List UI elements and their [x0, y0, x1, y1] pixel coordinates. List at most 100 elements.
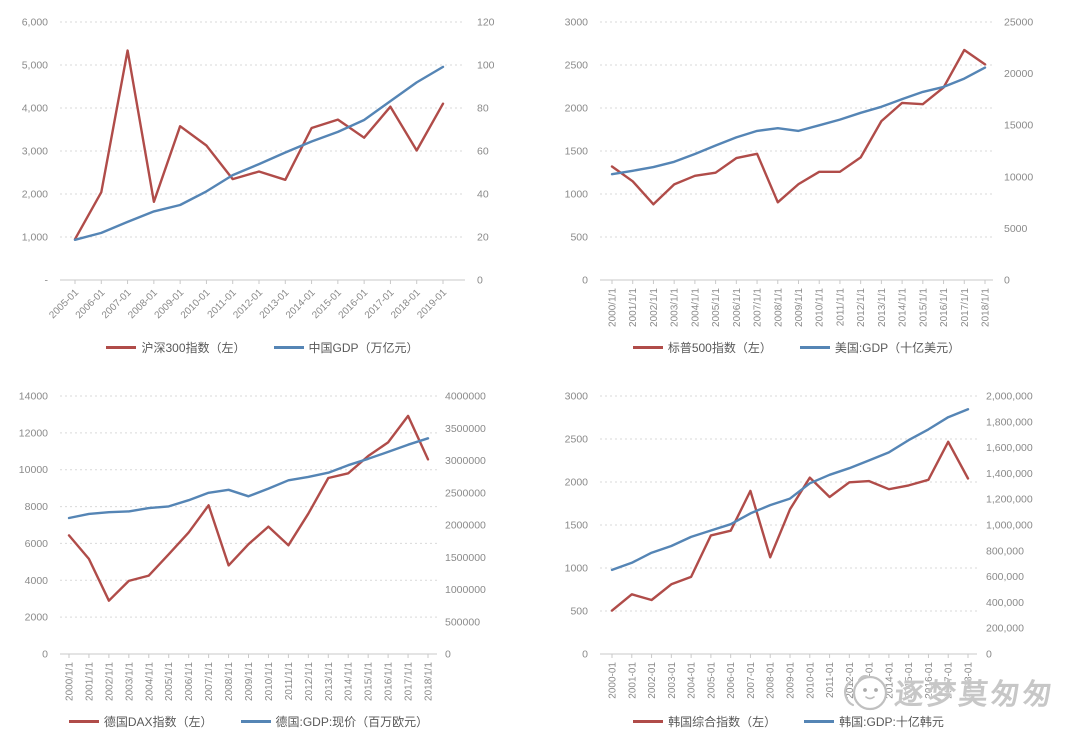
- left-axis-tick-label: 2000: [565, 477, 589, 489]
- gdp-line: [610, 66, 987, 176]
- index-line: [610, 440, 970, 612]
- right-axis-tick-label: 1,000,000: [986, 520, 1033, 532]
- right-axis-tick-label: 0: [477, 275, 483, 287]
- x-axis-tick-label: 2010/1/1: [815, 288, 826, 327]
- x-axis-tick-label: 2006/1/1: [732, 288, 743, 327]
- x-axis-tick-label: 2018/1/1: [981, 288, 992, 327]
- chart-kospi-vs-korea-gdp: 3000 2500 2000 1500 1000 500 0 2,000,000 1,800,0…: [540, 374, 1080, 747]
- x-axis-tick-label: 2001/1/1: [628, 288, 639, 327]
- index-line: [610, 48, 987, 206]
- legend-item-index: 韩国综合指数（左）: [633, 713, 776, 730]
- left-axis-tick-label: 500: [570, 232, 588, 244]
- right-axis-tick-label: 10000: [1004, 171, 1033, 183]
- x-axis-tick-label: 2005/1/1: [164, 662, 175, 701]
- left-axis-tick-label: 3000: [565, 17, 589, 29]
- x-axis-tick-label: 2001/1/1: [84, 662, 95, 701]
- left-axis-tick-label: 2,000: [22, 189, 48, 201]
- left-axis-tick-label: 1000: [565, 189, 589, 201]
- left-axis-tick-label: 500: [570, 606, 588, 618]
- left-axis-tick-label: 10000: [19, 464, 48, 476]
- x-axis-tick-label: 2008-01: [766, 662, 777, 699]
- x-axis-tick-label: 2009/1/1: [244, 662, 255, 701]
- x-axis-tick-label: 2015/1/1: [918, 288, 929, 327]
- chart-csi300-vs-china-gdp: 6,000 5,000 4,000 3,000 2,000 1,000 - 120 100 80 6…: [0, 0, 540, 373]
- left-axis-tick-label: 0: [582, 649, 588, 661]
- x-axis-tick-label: 2000/1/1: [608, 288, 619, 327]
- right-axis-tick-label: 1,600,000: [986, 442, 1033, 454]
- x-axis-tick-label: 2001-01: [627, 662, 638, 699]
- left-axis-tick-label: 2500: [565, 60, 589, 72]
- x-axis-tick-label: 2007-01: [746, 662, 757, 699]
- left-axis-tick-label: 1000: [565, 563, 589, 575]
- gdp-line: [73, 65, 445, 242]
- x-axis-tick-label: 2016-01: [924, 662, 935, 699]
- left-axis-tick-label: 1500: [565, 520, 589, 532]
- x-axis-tick-label: 2004/1/1: [690, 288, 701, 327]
- right-axis-tick-label: 1,400,000: [986, 468, 1033, 480]
- legend-line-swatch: [273, 345, 304, 349]
- x-axis-tick-label: 2002-01: [647, 662, 658, 699]
- x-axis-tick-label: 2011-01: [825, 662, 836, 698]
- x-axis-tick-label: 2017-01: [944, 662, 955, 699]
- x-axis-tick-label: 2018-01: [964, 662, 975, 699]
- left-axis-tick-label: 3000: [565, 391, 589, 403]
- right-axis-tick-label: 2500000: [445, 487, 486, 499]
- x-axis-tick-label: 2004-01: [687, 662, 698, 699]
- left-axis-tick-label: -: [45, 275, 49, 287]
- x-axis-tick-label: 2002/1/1: [104, 662, 115, 701]
- watermark: 逐梦莫匆匆: [840, 669, 1056, 715]
- left-axis-tick-label: 5,000: [22, 60, 48, 72]
- x-axis-tick-label: 2004/1/1: [144, 662, 155, 701]
- right-axis-tick-label: 15000: [1004, 120, 1033, 132]
- legend-label: 沪深300指数（左）: [141, 340, 246, 355]
- right-axis-tick-label: 4000000: [445, 391, 486, 403]
- legend-line-swatch: [632, 345, 663, 349]
- right-axis-tick-label: 120: [477, 17, 495, 29]
- chart-legend-china: 沪深300指数（左） 中国GDP（万亿元）: [60, 338, 465, 356]
- x-axis-tick-label: 2016/1/1: [384, 662, 395, 701]
- left-axis-tick-label: 0: [42, 649, 48, 661]
- left-axis-tick-label: 3,000: [22, 146, 48, 158]
- left-axis-tick-label: 12000: [19, 427, 48, 439]
- right-axis-tick-label: 0: [445, 649, 451, 661]
- right-axis-tick-label: 20000: [1004, 68, 1033, 80]
- gdp-line: [610, 408, 970, 572]
- x-axis-tick-label: 2018/1/1: [424, 662, 435, 701]
- x-axis-tick-label: 2003-01: [667, 662, 678, 699]
- x-axis-tick-label: 2012-01: [845, 662, 856, 699]
- left-axis-tick-label: 6,000: [22, 17, 48, 29]
- legend-label: 美国:GDP（十亿美元）: [834, 340, 961, 355]
- right-axis-tick-label: 40: [477, 189, 489, 201]
- right-axis-tick-label: 200,000: [986, 623, 1024, 635]
- left-axis-tick-label: 1500: [565, 146, 589, 158]
- right-axis-tick-label: 1500000: [445, 552, 486, 564]
- right-axis-tick-label: 800,000: [986, 545, 1024, 557]
- legend-item-index: 沪深300指数（左）: [106, 339, 246, 356]
- right-axis-tick-label: 3000000: [445, 455, 486, 467]
- right-axis-tick-label: 5000: [1004, 223, 1028, 235]
- chart-canvas-us: 3000 2500 2000 1500 1000 5000 25000 20000 15000 1…: [565, 17, 1034, 327]
- x-axis-tick-label: 2011/1/1: [284, 662, 295, 701]
- legend-line-swatch: [804, 719, 835, 723]
- legend-label: 德国:GDP:现价（百万欧元）: [275, 714, 429, 729]
- left-axis-tick-label: 4000: [25, 575, 49, 587]
- chart-canvas-korea: 3000 2500 2000 1500 1000 500 0 2,000,000 1,800,0…: [565, 391, 1033, 699]
- left-axis-tick-label: 14000: [19, 391, 48, 403]
- x-axis-tick-label: 2014/1/1: [898, 288, 909, 327]
- left-axis-tick-label: 2000: [565, 103, 589, 115]
- left-axis-tick-label: 6000: [25, 538, 49, 550]
- legend-label: 德国DAX指数（左）: [103, 714, 213, 729]
- x-axis-tick-label: 2007/1/1: [753, 288, 764, 327]
- x-axis-tick-label: 2016/1/1: [939, 288, 950, 327]
- x-axis-tick-label: 2010-01: [805, 662, 816, 699]
- x-axis-tick-label: 2013/1/1: [324, 662, 335, 701]
- x-axis-tick-label: 2010/1/1: [264, 662, 275, 701]
- x-axis-tick-label: 2009/1/1: [794, 288, 805, 327]
- x-axis-tick-label: 2012/1/1: [304, 662, 315, 701]
- legend-label: 韩国:GDP:十亿韩元: [839, 714, 944, 729]
- left-axis-tick-label: 8000: [25, 501, 49, 513]
- chart-canvas-germany: 14000 12000 10000 8000 6000 4000 2000 0 4000000 3…: [19, 391, 486, 701]
- x-axis-tick-label: 2009-01: [786, 662, 797, 699]
- right-axis-tick-label: 25000: [1004, 17, 1033, 29]
- x-axis-tick-label: 2002/1/1: [649, 288, 660, 327]
